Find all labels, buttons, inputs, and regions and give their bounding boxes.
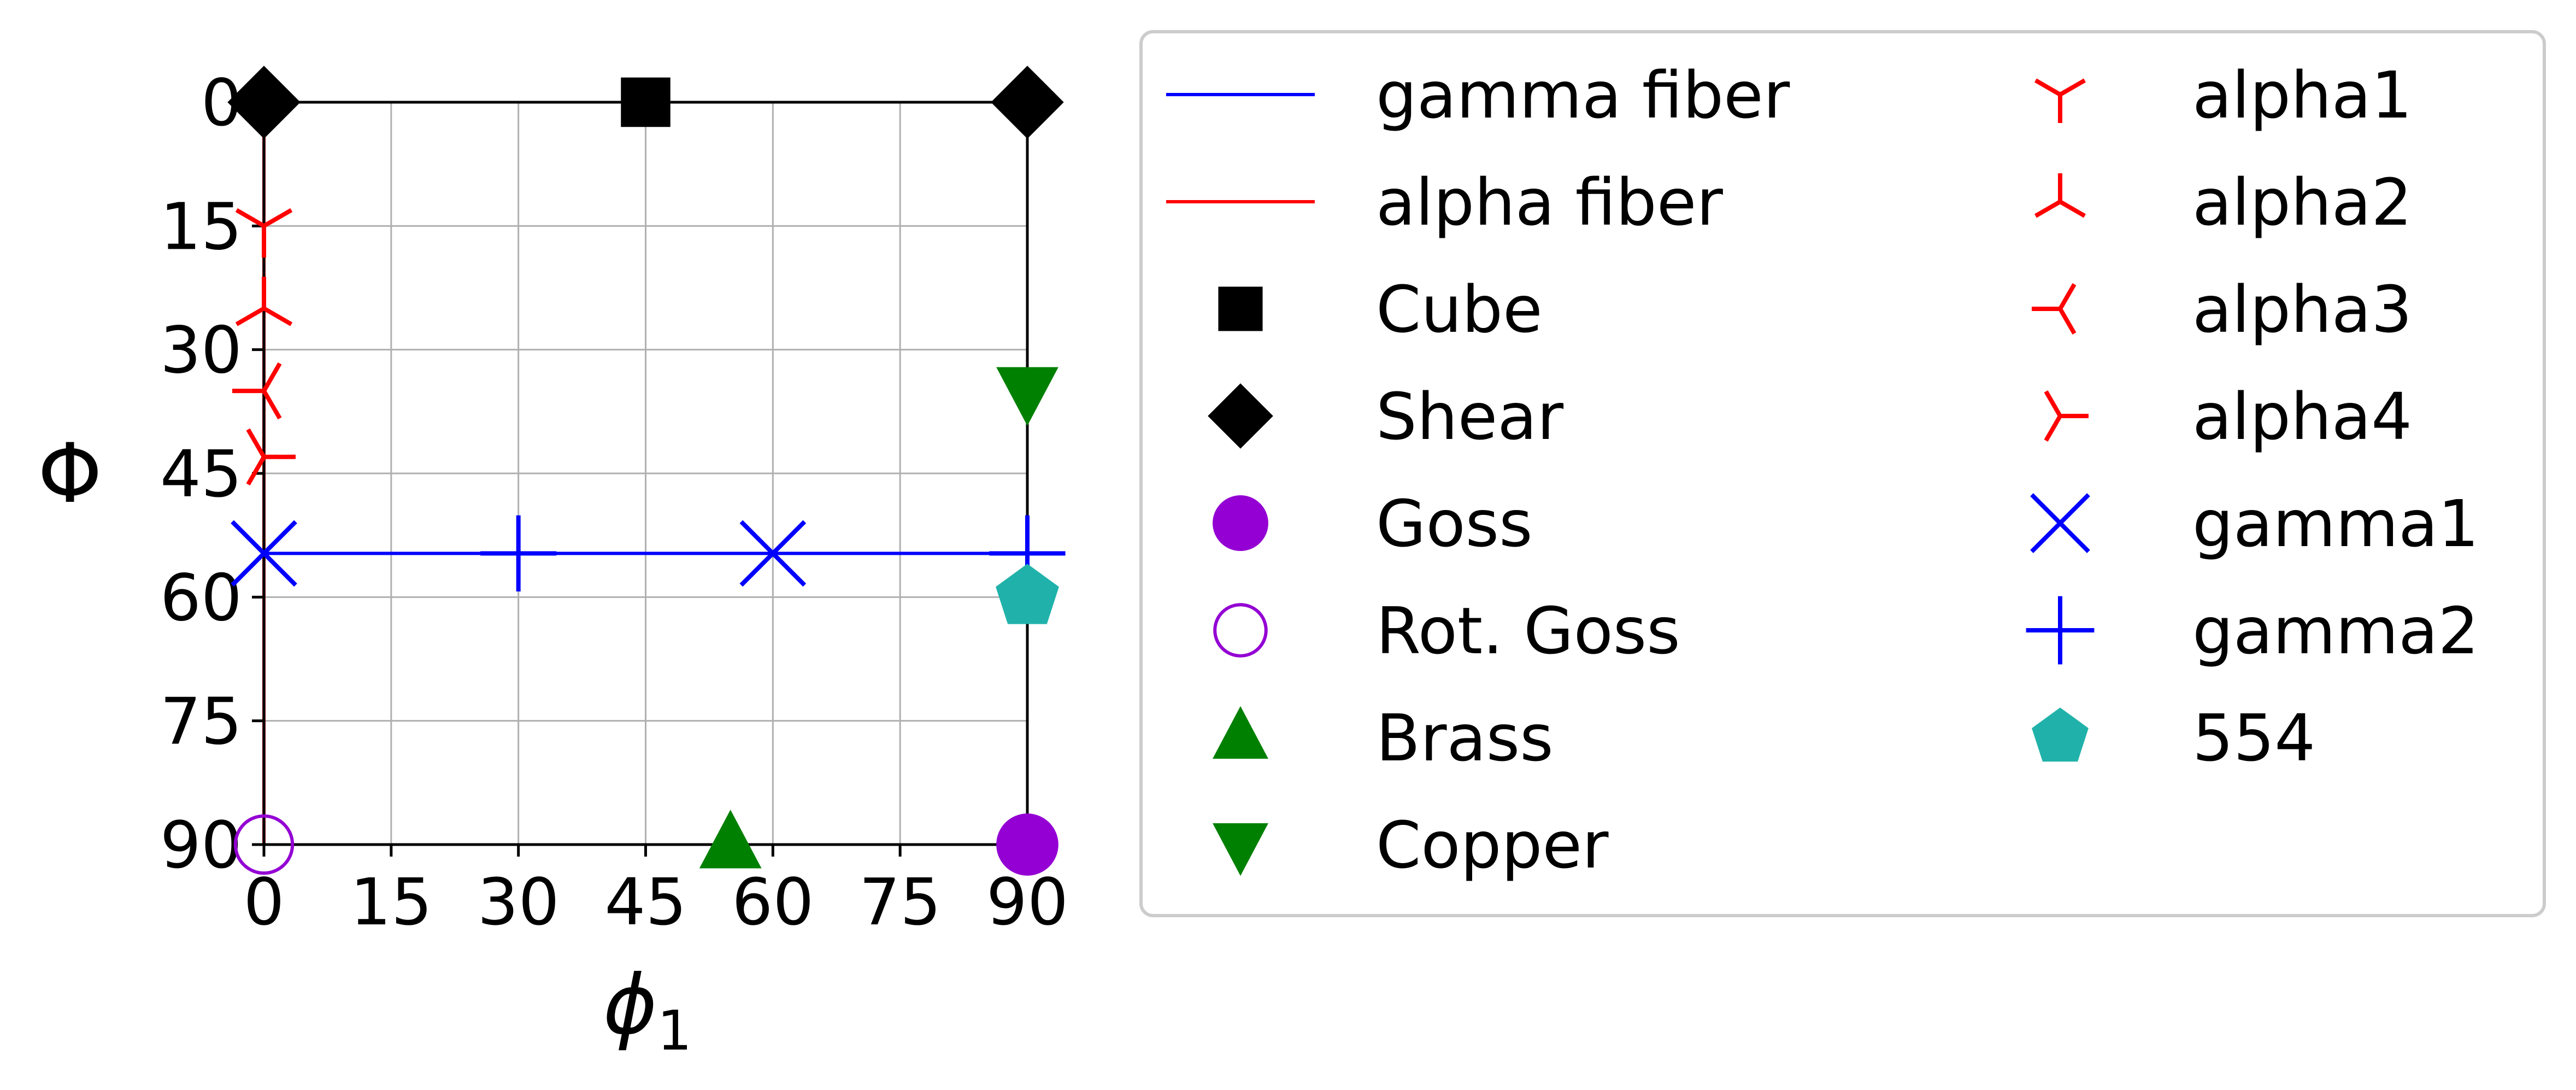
- legend-label-gamma1: gamma1: [2192, 486, 2479, 561]
- legend-frame: [1139, 30, 2546, 917]
- legend-label-shear: Shear: [1376, 379, 1564, 454]
- y-tick-label-90: 90: [160, 807, 242, 883]
- point-cube-0: [621, 77, 671, 127]
- x-tick-label-15: 15: [350, 864, 432, 940]
- legend-label-alpha1: alpha1: [2192, 57, 2412, 133]
- legend-label-alpha4: alpha4: [2192, 379, 2412, 454]
- legend-label-alpha2: alpha2: [2192, 165, 2412, 240]
- y-axis-label: Φ: [38, 426, 102, 521]
- legend-handle-brass: [1213, 706, 1268, 759]
- point-rot-goss-0: [233, 814, 295, 875]
- legend-label-554: 554: [2192, 700, 2315, 776]
- legend-handle-alpha4: [2044, 390, 2089, 442]
- legend-label-gamma2: gamma2: [2192, 593, 2479, 669]
- x-tick-label-60: 60: [732, 864, 814, 940]
- legend-label-copper: Copper: [1376, 807, 1609, 883]
- point-shear-1: [991, 66, 1064, 139]
- legend: gamma fiber alpha fiber Cube Shear Goss Rot. …: [1139, 30, 2546, 917]
- legend-handle-cube: [1218, 286, 1263, 331]
- legend-label-brass: Brass: [1376, 700, 1554, 776]
- data-points: [227, 66, 1066, 876]
- point-gamma1-1: [739, 520, 807, 587]
- x-tick-label-75: 75: [859, 864, 941, 940]
- legend-handle-alpha2: [2034, 173, 2086, 218]
- grid: [263, 101, 1028, 846]
- y-tick-label-60: 60: [160, 560, 242, 635]
- point-brass-0: [699, 810, 762, 869]
- legend-handle-shear: [1208, 383, 1273, 449]
- legend-handle-gamma2: [2026, 596, 2095, 665]
- legend-label-alpha3: alpha3: [2192, 272, 2412, 347]
- x-tick-label-90: 90: [986, 864, 1068, 940]
- legend-handle-goss: [1213, 495, 1268, 551]
- point-alpha3-0: [232, 362, 282, 420]
- legend-handle-copper: [1213, 823, 1268, 876]
- legend-label-cube: Cube: [1376, 272, 1543, 347]
- legend-handle-554: [2032, 707, 2089, 762]
- point-shear-0: [227, 66, 301, 139]
- point-554-0: [996, 564, 1059, 624]
- point-gamma1-0: [231, 520, 297, 587]
- point-alpha1-0: [235, 208, 293, 258]
- legend-label-alpha-fiber: alpha fiber: [1376, 165, 1723, 240]
- x-tick-label-45: 45: [604, 864, 686, 940]
- x-axis-label-subscript: 1: [657, 999, 692, 1063]
- y-tick-label-75: 75: [160, 684, 242, 759]
- x-axis-label: ϕ1: [603, 958, 692, 1063]
- point-goss-0: [996, 813, 1058, 876]
- point-copper-0: [996, 367, 1058, 426]
- legend-handle-gamma1: [2030, 493, 2090, 553]
- x-tick-label-30: 30: [478, 864, 560, 940]
- legend-handle-rot-goss: [1213, 603, 1268, 658]
- legend-handle-alpha1: [2034, 78, 2086, 123]
- legend-label-goss: Goss: [1376, 486, 1533, 561]
- y-tick-label-15: 15: [160, 189, 242, 264]
- point-alpha4-0: [246, 428, 296, 486]
- y-tick-label-30: 30: [160, 313, 242, 388]
- point-gamma2-0: [480, 515, 557, 591]
- legend-handle-alpha3: [2032, 283, 2077, 335]
- x-axis-label-symbol: ϕ: [603, 958, 657, 1053]
- legend-label-rot-goss: Rot. Goss: [1376, 593, 1680, 669]
- point-alpha2-0: [235, 277, 293, 326]
- legend-label-gamma-fiber: gamma fiber: [1376, 57, 1790, 133]
- x-tick-label-0: 0: [243, 864, 284, 940]
- y-tick-label-45: 45: [160, 436, 242, 512]
